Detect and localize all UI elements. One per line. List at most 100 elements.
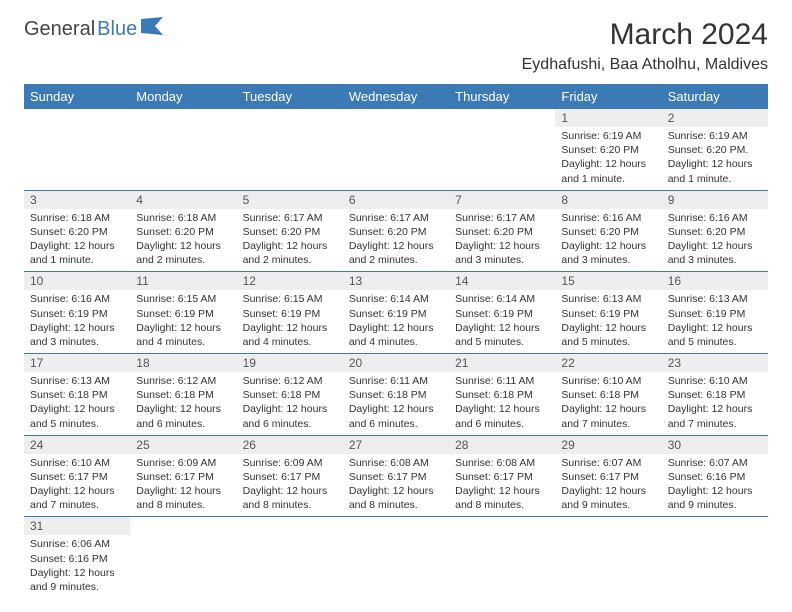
calendar-empty-cell: [24, 109, 130, 190]
day-info: Sunrise: 6:16 AMSunset: 6:20 PMDaylight:…: [561, 211, 655, 268]
day-number: 19: [237, 354, 343, 372]
column-header: Sunday: [24, 84, 130, 109]
calendar-day-cell: 27Sunrise: 6:08 AMSunset: 6:17 PMDayligh…: [343, 435, 449, 517]
day-number: 8: [555, 191, 661, 209]
day-number: 30: [662, 436, 768, 454]
calendar-day-cell: 15Sunrise: 6:13 AMSunset: 6:19 PMDayligh…: [555, 272, 661, 354]
calendar-empty-cell: [130, 517, 236, 598]
day-number: 14: [449, 272, 555, 290]
calendar-day-cell: 23 Sunrise: 6:10 AMSunset: 6:18 PMDayligh…: [662, 354, 768, 436]
day-number: 22: [555, 354, 661, 372]
day-number: 20: [343, 354, 449, 372]
day-info: Sunrise: 6:07 AMSunset: 6:16 PMDaylight:…: [668, 456, 762, 513]
day-number: 5: [237, 191, 343, 209]
calendar-empty-cell: [130, 109, 236, 190]
day-info: Sunrise: 6:13 AMSunset: 6:19 PMDaylight:…: [668, 292, 762, 349]
day-info: Sunrise: 6:13 AMSunset: 6:19 PMDaylight:…: [561, 292, 655, 349]
column-header: Tuesday: [237, 84, 343, 109]
calendar-day-cell: 1 Sunrise: 6:19 AMSunset: 6:20 PMDaylight…: [555, 109, 661, 190]
day-number: 25: [130, 436, 236, 454]
calendar-day-cell: 26 Sunrise: 6:09 AMSunset: 6:17 PMDayligh…: [237, 435, 343, 517]
day-number: 28: [449, 436, 555, 454]
day-info: Sunrise: 6:16 AMSunset: 6:19 PMDaylight:…: [30, 292, 124, 349]
day-number: 12: [237, 272, 343, 290]
calendar-day-cell: 19 Sunrise: 6:12 AMSunset: 6:18 PMDayligh…: [237, 354, 343, 436]
day-number: 27: [343, 436, 449, 454]
day-number: 16: [662, 272, 768, 290]
logo-flag-icon: [139, 18, 167, 41]
day-number: 21: [449, 354, 555, 372]
day-number: 13: [343, 272, 449, 290]
calendar-empty-cell: [449, 109, 555, 190]
calendar-week-row: 31 Sunrise: 6:06 AMSunset: 6:16 PMDayligh…: [24, 517, 768, 598]
day-number: 6: [343, 191, 449, 209]
day-number: 18: [130, 354, 236, 372]
calendar-day-cell: 29 Sunrise: 6:07 AMSunset: 6:17 PMDayligh…: [555, 435, 661, 517]
day-info: Sunrise: 6:09 AMSunset: 6:17 PMDaylight:…: [136, 456, 230, 513]
day-info: Sunrise: 6:12 AMSunset: 6:18 PMDaylight:…: [243, 374, 337, 431]
day-info: Sunrise: 6:10 AMSunset: 6:17 PMDaylight:…: [30, 456, 124, 513]
day-number: 26: [237, 436, 343, 454]
month-title: March 2024: [522, 18, 768, 52]
calendar-day-cell: 17 Sunrise: 6:13 AMSunset: 6:18 PMDayligh…: [24, 354, 130, 436]
day-info: Sunrise: 6:10 AMSunset: 6:18 PMDaylight:…: [561, 374, 655, 431]
calendar-day-cell: 18Sunrise: 6:12 AMSunset: 6:18 PMDayligh…: [130, 354, 236, 436]
title-block: March 2024 Eydhafushi, Baa Atholhu, Mald…: [522, 18, 768, 74]
calendar-day-cell: 7 Sunrise: 6:17 AMSunset: 6:20 PMDaylight…: [449, 190, 555, 272]
day-info: Sunrise: 6:17 AMSunset: 6:20 PMDaylight:…: [243, 211, 337, 268]
logo: GeneralBlue: [24, 18, 167, 41]
column-header: Wednesday: [343, 84, 449, 109]
calendar-week-row: 1 Sunrise: 6:19 AMSunset: 6:20 PMDaylight…: [24, 109, 768, 190]
day-info: Sunrise: 6:18 AMSunset: 6:20 PMDaylight:…: [30, 211, 124, 268]
calendar-empty-cell: [237, 517, 343, 598]
calendar-day-cell: 3Sunrise: 6:18 AMSunset: 6:20 PMDaylight…: [24, 190, 130, 272]
calendar-day-cell: 6 Sunrise: 6:17 AMSunset: 6:20 PMDaylight…: [343, 190, 449, 272]
calendar-day-cell: 28 Sunrise: 6:08 AMSunset: 6:17 PMDayligh…: [449, 435, 555, 517]
calendar-day-cell: 30 Sunrise: 6:07 AMSunset: 6:16 PMDayligh…: [662, 435, 768, 517]
calendar-day-cell: 20 Sunrise: 6:11 AMSunset: 6:18 PMDayligh…: [343, 354, 449, 436]
day-info: Sunrise: 6:15 AMSunset: 6:19 PMDaylight:…: [243, 292, 337, 349]
calendar-day-cell: 31 Sunrise: 6:06 AMSunset: 6:16 PMDayligh…: [24, 517, 130, 598]
day-info: Sunrise: 6:15 AMSunset: 6:19 PMDaylight:…: [136, 292, 230, 349]
day-info: Sunrise: 6:09 AMSunset: 6:17 PMDaylight:…: [243, 456, 337, 513]
calendar-empty-cell: [449, 517, 555, 598]
day-info: Sunrise: 6:17 AMSunset: 6:20 PMDaylight:…: [349, 211, 443, 268]
calendar-day-cell: 8 Sunrise: 6:16 AMSunset: 6:20 PMDaylight…: [555, 190, 661, 272]
calendar-day-cell: 25 Sunrise: 6:09 AMSunset: 6:17 PMDayligh…: [130, 435, 236, 517]
day-info: Sunrise: 6:06 AMSunset: 6:16 PMDaylight:…: [30, 537, 124, 594]
calendar-day-cell: 21 Sunrise: 6:11 AMSunset: 6:18 PMDayligh…: [449, 354, 555, 436]
column-header: Friday: [555, 84, 661, 109]
column-header: Thursday: [449, 84, 555, 109]
day-info: Sunrise: 6:11 AMSunset: 6:18 PMDaylight:…: [455, 374, 549, 431]
day-number: 31: [24, 517, 130, 535]
logo-text-1: General: [24, 18, 95, 41]
day-number: 7: [449, 191, 555, 209]
calendar-day-cell: 2Sunrise: 6:19 AMSunset: 6:20 PM.Dayligh…: [662, 109, 768, 190]
day-info: Sunrise: 6:17 AMSunset: 6:20 PMDaylight:…: [455, 211, 549, 268]
location: Eydhafushi, Baa Atholhu, Maldives: [522, 56, 768, 74]
calendar-day-cell: 22 Sunrise: 6:10 AMSunset: 6:18 PMDayligh…: [555, 354, 661, 436]
day-info: Sunrise: 6:08 AMSunset: 6:17 PMDaylight:…: [455, 456, 549, 513]
calendar-day-cell: 11Sunrise: 6:15 AMSunset: 6:19 PMDayligh…: [130, 272, 236, 354]
day-number: 23: [662, 354, 768, 372]
calendar-empty-cell: [237, 109, 343, 190]
day-info: Sunrise: 6:18 AMSunset: 6:20 PMDaylight:…: [136, 211, 230, 268]
day-number: 4: [130, 191, 236, 209]
day-number: 17: [24, 354, 130, 372]
day-number: 1: [555, 109, 661, 127]
calendar-week-row: 10Sunrise: 6:16 AMSunset: 6:19 PMDayligh…: [24, 272, 768, 354]
calendar-week-row: 17 Sunrise: 6:13 AMSunset: 6:18 PMDayligh…: [24, 354, 768, 436]
calendar-week-row: 24 Sunrise: 6:10 AMSunset: 6:17 PMDayligh…: [24, 435, 768, 517]
day-number: 24: [24, 436, 130, 454]
day-info: Sunrise: 6:10 AMSunset: 6:18 PMDaylight:…: [668, 374, 762, 431]
day-info: Sunrise: 6:13 AMSunset: 6:18 PMDaylight:…: [30, 374, 124, 431]
day-info: Sunrise: 6:14 AMSunset: 6:19 PMDaylight:…: [455, 292, 549, 349]
calendar-day-cell: 9Sunrise: 6:16 AMSunset: 6:20 PMDaylight…: [662, 190, 768, 272]
day-info: Sunrise: 6:11 AMSunset: 6:18 PMDaylight:…: [349, 374, 443, 431]
day-info: Sunrise: 6:07 AMSunset: 6:17 PMDaylight:…: [561, 456, 655, 513]
day-number: 9: [662, 191, 768, 209]
day-number: 29: [555, 436, 661, 454]
day-info: Sunrise: 6:19 AMSunset: 6:20 PMDaylight:…: [561, 129, 655, 186]
day-number: 2: [662, 109, 768, 127]
calendar-day-cell: 4 Sunrise: 6:18 AMSunset: 6:20 PMDaylight…: [130, 190, 236, 272]
